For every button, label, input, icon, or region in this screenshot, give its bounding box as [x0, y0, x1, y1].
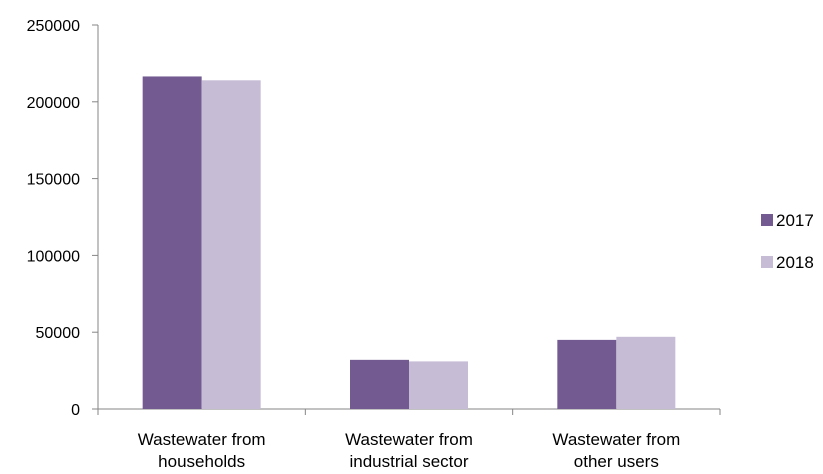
y-axis: 0 50000 100000 150000 200000 250000: [27, 18, 99, 419]
category-label: Wastewater from other users: [552, 430, 680, 471]
legend-swatch-2017: [761, 214, 773, 226]
bar-2017-0: [142, 76, 202, 410]
category-label: Wastewater from industrial sector: [345, 430, 473, 471]
legend: 2017 2018: [761, 211, 814, 272]
x-axis: [97, 408, 721, 415]
bar-2017-1: [350, 359, 409, 409]
legend-label-2018: 2018: [776, 253, 814, 272]
legend-label-2017: 2017: [776, 211, 814, 230]
category-label: Wastewater from households: [138, 430, 266, 471]
y-tick-label: 150000: [27, 172, 80, 189]
bar-2018-0: [201, 80, 261, 410]
y-tick-label: 50000: [36, 325, 81, 342]
legend-swatch-2018: [761, 256, 773, 268]
y-tick-label: 0: [71, 402, 80, 419]
bar-2017-2: [557, 339, 617, 409]
y-tick-label: 200000: [27, 95, 80, 112]
bar-2018-2: [616, 336, 676, 409]
y-tick-label: 250000: [27, 18, 80, 35]
y-tick-label: 100000: [27, 248, 80, 265]
bar-2018-1: [409, 361, 468, 409]
bars: [142, 76, 676, 410]
category-labels: Wastewater from households Wastewater from…: [138, 430, 681, 471]
